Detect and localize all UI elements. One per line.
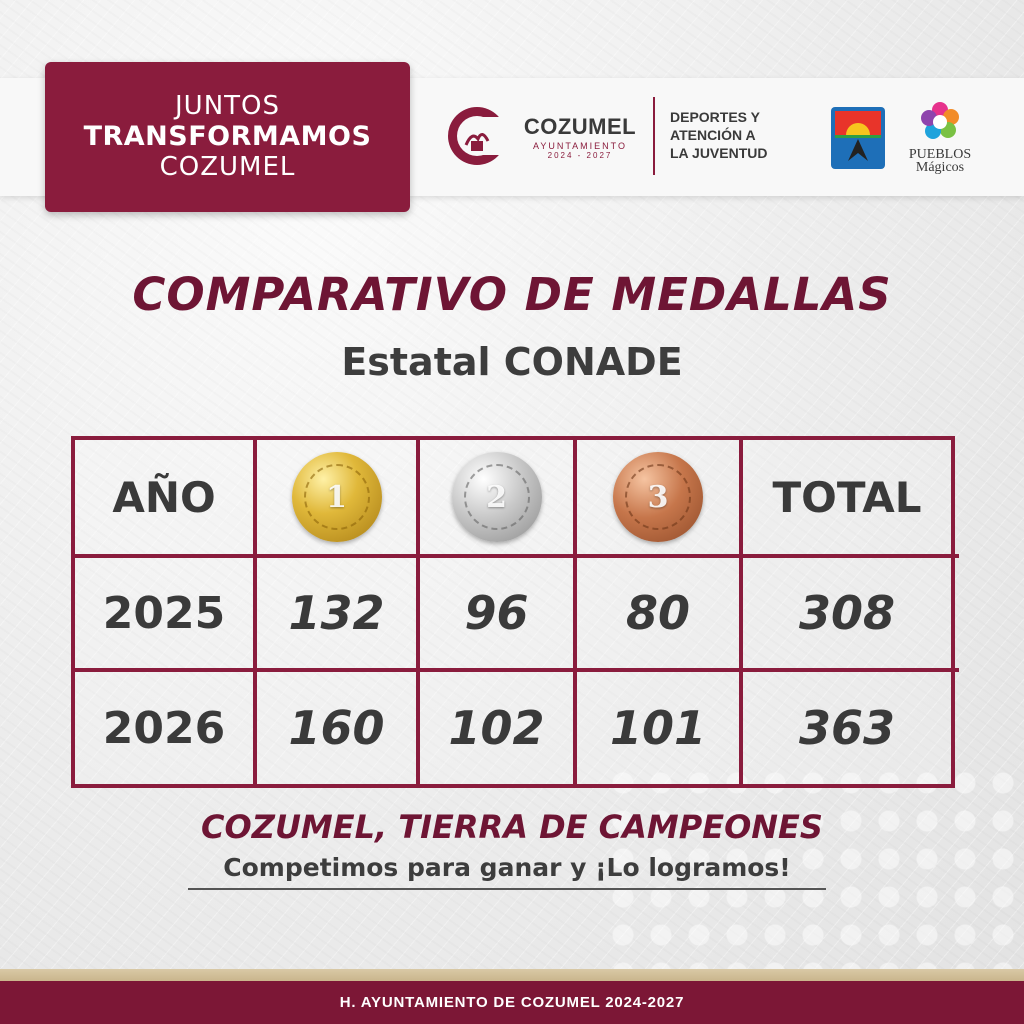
row-2025-silver: 96 — [464, 586, 529, 640]
footer-stripe — [0, 969, 1024, 981]
department-name: DEPORTES Y ATENCIÓN A LA JUVENTUD — [670, 108, 810, 163]
department-line-2: ATENCIÓN A — [670, 127, 756, 144]
table-divider-v3 — [573, 440, 577, 784]
municipality-sub: AYUNTAMIENTO — [532, 141, 627, 151]
row-2026-total: 363 — [798, 701, 896, 755]
pueblos-magicos-logo: PUEBLOS Mágicos — [900, 100, 980, 180]
bronze-medal-icon: 3 — [613, 452, 703, 542]
header-divider — [653, 97, 655, 175]
slogan-line-1: JUNTOS — [175, 90, 280, 121]
silver-medal-icon: 2 — [451, 452, 542, 542]
slogan-line-3: COZUMEL — [159, 151, 296, 182]
footer-text: H. AYUNTAMIENTO DE COZUMEL 2024-2027 — [339, 994, 685, 1011]
municipality-wordmark: COZUMEL AYUNTAMIENTO 2024 - 2027 — [517, 114, 643, 160]
row-2026-gold: 160 — [288, 701, 385, 755]
municipality-years: 2024 - 2027 — [547, 151, 613, 160]
gold-medal-icon: 1 — [291, 452, 382, 542]
pueblos-flower-icon — [921, 102, 959, 139]
header-year: AÑO — [112, 472, 216, 522]
table-divider-h1 — [71, 554, 959, 558]
table-divider-v4 — [739, 440, 743, 784]
slogan-line-2: TRANSFORMAMOS — [83, 121, 372, 153]
row-2025-gold: 132 — [288, 586, 385, 640]
gold-medal-number: 1 — [303, 464, 370, 530]
header-bronze: 3 — [577, 440, 739, 554]
tagline: COZUMEL, TIERRA DE CAMPEONES — [201, 808, 823, 846]
table-divider-h2 — [71, 668, 959, 672]
row-2025-year: 2025 — [102, 587, 226, 639]
motto: Competimos para ganar y ¡Lo logramos! — [188, 853, 826, 890]
row-2025-total: 308 — [798, 586, 896, 640]
state-shield-icon — [831, 107, 885, 169]
page-subtitle: Estatal CONADE — [341, 340, 683, 384]
pueblos-line-2: Mágicos — [915, 160, 965, 176]
row-2026-year: 2026 — [102, 702, 226, 754]
background-dots — [604, 764, 1024, 984]
table-divider-v2 — [416, 440, 420, 784]
department-line-1: DEPORTES Y — [670, 109, 760, 125]
row-2026-silver: 102 — [448, 701, 545, 755]
municipality-name: COZUMEL — [523, 114, 637, 139]
bronze-medal-number: 3 — [625, 464, 691, 530]
row-2026-bronze: 101 — [609, 701, 707, 755]
pueblos-line-1: PUEBLOS — [908, 147, 972, 162]
cozumel-logo-icon — [448, 107, 508, 165]
header-silver: 2 — [420, 440, 573, 554]
silver-medal-number: 2 — [463, 464, 530, 530]
table-divider-v1 — [253, 440, 257, 784]
department-line-3: LA JUVENTUD — [670, 145, 768, 162]
slogan-box: JUNTOS TRANSFORMAMOS COZUMEL — [45, 62, 410, 212]
row-2025-bronze: 80 — [625, 586, 690, 640]
footer-bar: H. AYUNTAMIENTO DE COZUMEL 2024-2027 — [0, 981, 1024, 1024]
header-gold: 1 — [257, 440, 416, 554]
page-title: COMPARATIVO DE MEDALLAS — [132, 268, 892, 321]
header-total: TOTAL — [772, 472, 922, 522]
medal-table: AÑO 1 2 3 TOTAL 2025 132 96 80 308 2026 … — [71, 436, 959, 788]
